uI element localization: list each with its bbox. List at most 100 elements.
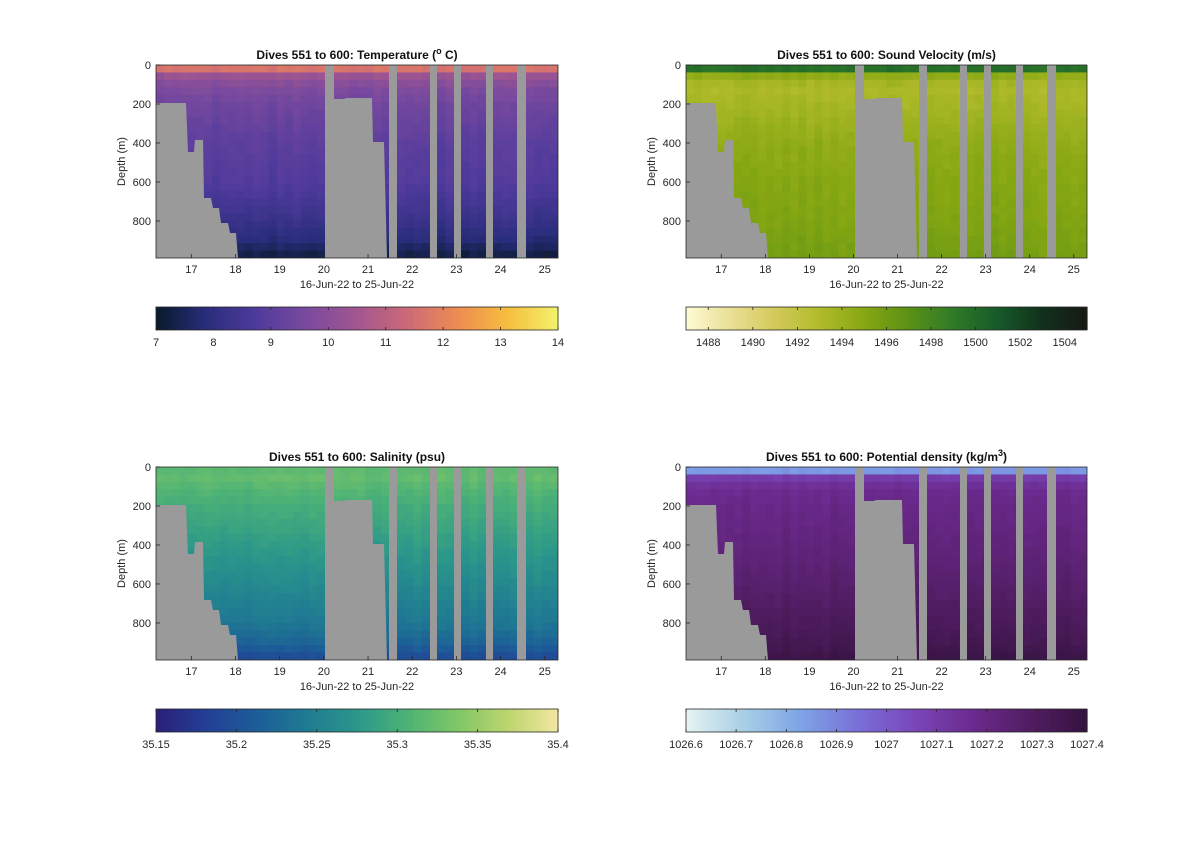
heatmap-cell bbox=[220, 198, 229, 207]
heatmap-cell bbox=[276, 585, 286, 594]
heatmap-cell bbox=[212, 541, 221, 550]
heatmap-cell bbox=[252, 645, 262, 654]
colorbar-segment bbox=[212, 709, 217, 732]
heatmap-cell bbox=[782, 198, 791, 207]
heatmap-cell bbox=[902, 87, 912, 96]
heatmap-cell bbox=[1078, 220, 1087, 229]
heatmap-cell bbox=[284, 541, 294, 550]
heatmap-cell bbox=[998, 235, 1008, 244]
heatmap-cell bbox=[405, 518, 414, 527]
heatmap-cell bbox=[252, 593, 262, 602]
colorbar-segment bbox=[353, 307, 358, 330]
colorbar-segment bbox=[929, 307, 934, 330]
heatmap-cell bbox=[750, 593, 759, 602]
heatmap-cell bbox=[878, 72, 888, 81]
heatmap-cell bbox=[421, 116, 430, 125]
chart-title: Dives 551 to 600: Salinity (psu) bbox=[269, 450, 445, 464]
heatmap-cell bbox=[220, 511, 229, 520]
heatmap-cell bbox=[758, 124, 767, 133]
heatmap-cell bbox=[942, 250, 952, 258]
heatmap-cell bbox=[316, 102, 326, 111]
heatmap-cell bbox=[726, 526, 735, 535]
heatmap-cell bbox=[204, 585, 213, 594]
colorbar-segment bbox=[219, 709, 224, 732]
heatmap-cell bbox=[974, 168, 984, 177]
heatmap-cell bbox=[212, 65, 221, 74]
heatmap-cell bbox=[292, 176, 302, 185]
heatmap-cell bbox=[308, 228, 318, 237]
heatmap-cell bbox=[750, 72, 759, 81]
heatmap-cell bbox=[493, 235, 503, 244]
heatmap-cell bbox=[766, 139, 775, 148]
colorbar-segment bbox=[192, 307, 197, 330]
y-tick-label: 600 bbox=[663, 177, 681, 189]
heatmap-cell bbox=[734, 593, 743, 602]
data-gap-column bbox=[919, 65, 927, 258]
heatmap-cell bbox=[758, 467, 767, 476]
heatmap-cell bbox=[252, 496, 262, 505]
heatmap-cell bbox=[445, 652, 455, 660]
heatmap-cell bbox=[750, 79, 759, 88]
heatmap-cell bbox=[509, 637, 519, 646]
heatmap-cell bbox=[252, 652, 262, 660]
heatmap-cell bbox=[1054, 161, 1064, 170]
heatmap-cell bbox=[790, 541, 799, 550]
heatmap-cell bbox=[308, 191, 318, 200]
heatmap-cell bbox=[308, 250, 318, 258]
heatmap-cell bbox=[1030, 87, 1040, 96]
colorbar-segment bbox=[350, 307, 355, 330]
colorbar-segment bbox=[480, 709, 485, 732]
heatmap-cell bbox=[477, 533, 487, 542]
heatmap-cell bbox=[718, 496, 727, 505]
heatmap-cell bbox=[381, 541, 390, 550]
heatmap-cell bbox=[501, 467, 511, 476]
heatmap-cell bbox=[292, 652, 302, 660]
heatmap-cell bbox=[774, 65, 783, 74]
heatmap-cell bbox=[782, 570, 791, 579]
heatmap-cell bbox=[1078, 213, 1087, 222]
colorbar-tick-label: 35.3 bbox=[386, 739, 407, 751]
heatmap-cell bbox=[686, 79, 695, 88]
heatmap-cell bbox=[501, 228, 511, 237]
colorbar-segment bbox=[169, 307, 174, 330]
heatmap-cell bbox=[381, 168, 390, 177]
heatmap-cell bbox=[782, 168, 791, 177]
colorbar-segment bbox=[501, 709, 505, 732]
colorbar-segment bbox=[491, 709, 495, 732]
heatmap-cell bbox=[413, 608, 422, 617]
heatmap-cell bbox=[525, 548, 535, 557]
colorbar-segment bbox=[293, 709, 298, 732]
heatmap-cell bbox=[830, 168, 839, 177]
heatmap-cell bbox=[734, 570, 743, 579]
heatmap-cell bbox=[501, 593, 511, 602]
heatmap-cell bbox=[469, 139, 479, 148]
heatmap-cell bbox=[445, 146, 455, 155]
heatmap-cell bbox=[758, 615, 767, 624]
heatmap-cell bbox=[236, 608, 246, 617]
heatmap-cell bbox=[212, 511, 221, 520]
heatmap-cell bbox=[541, 511, 551, 520]
heatmap-cell bbox=[774, 474, 783, 483]
heatmap-cell bbox=[734, 496, 743, 505]
heatmap-cell bbox=[373, 79, 382, 88]
heatmap-cell bbox=[220, 489, 229, 498]
heatmap-cell bbox=[838, 146, 847, 155]
heatmap-cell bbox=[461, 578, 471, 587]
heatmap-cell bbox=[1078, 102, 1087, 111]
heatmap-cell bbox=[790, 511, 799, 520]
heatmap-cell bbox=[742, 94, 751, 103]
heatmap-cell bbox=[549, 533, 558, 542]
heatmap-cell bbox=[1078, 116, 1087, 125]
heatmap-cell bbox=[228, 511, 237, 520]
heatmap-cell bbox=[742, 578, 751, 587]
heatmap-cell bbox=[268, 235, 278, 244]
heatmap-cell bbox=[284, 116, 294, 125]
heatmap-cell bbox=[276, 235, 286, 244]
heatmap-cell bbox=[469, 154, 479, 163]
heatmap-cell bbox=[822, 168, 831, 177]
heatmap-cell bbox=[252, 191, 262, 200]
heatmap-cell bbox=[493, 622, 503, 631]
heatmap-cell bbox=[1062, 250, 1072, 258]
heatmap-cell bbox=[838, 541, 847, 550]
heatmap-cell bbox=[838, 102, 847, 111]
